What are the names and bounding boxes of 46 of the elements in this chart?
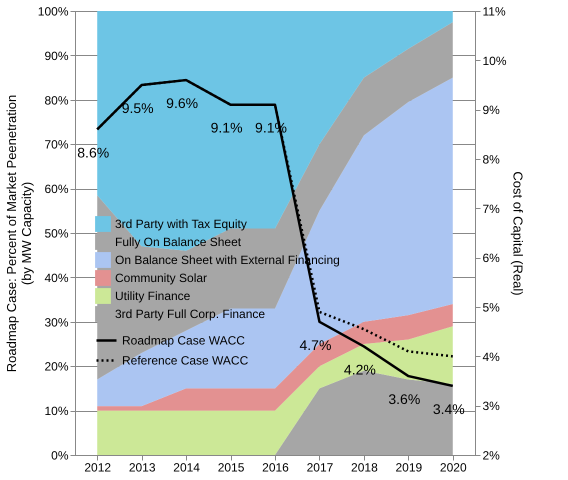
y-tick-label: 20%: [44, 360, 69, 374]
y2-tick-label: 3%: [482, 399, 500, 414]
legend-label: Community Solar: [115, 271, 208, 285]
x-tick-label: 2015: [218, 460, 245, 474]
y2-tick-label: 10%: [482, 54, 507, 68]
y2-tick-label: 11%: [482, 4, 506, 18]
x-tick-label: 2020: [440, 460, 467, 474]
x-tick-label: 2014: [173, 460, 200, 474]
y-tick-label: 30%: [44, 315, 69, 330]
x-tick-label: 2018: [351, 460, 378, 474]
data-label: 9.5%: [122, 100, 154, 116]
y-tick-label: 60%: [44, 182, 69, 196]
y2-axis-title: Cost of Capital (Real): [510, 171, 526, 296]
y-tick-label: 100%: [38, 4, 69, 18]
data-label: 4.2%: [344, 361, 376, 378]
y2-tick-label: 6%: [482, 251, 500, 266]
legend-label: Fully On Balance Sheet: [115, 235, 242, 249]
legend-label: 3rd Party Full Corp. Finance: [115, 307, 266, 321]
y2-tick-label: 8%: [482, 152, 500, 166]
data-label: 3.6%: [388, 391, 420, 408]
x-tick-label: 2019: [395, 460, 423, 474]
data-label: 3.4%: [432, 400, 465, 417]
y-tick-label: 80%: [44, 93, 69, 108]
y2-tick-label: 2%: [482, 448, 500, 462]
data-label: 9.6%: [166, 95, 198, 112]
x-tick-label: 2013: [128, 460, 156, 474]
y2-tick-label: 5%: [482, 300, 500, 314]
y-tick-label: 10%: [44, 404, 69, 418]
y-axis-title: Roadmap Case: Percent of Market Peenetration (by MW Capacity): [4, 94, 34, 372]
legend-label: 3rd Party with Tax Equity: [115, 217, 247, 231]
y2-tick-label: 9%: [482, 103, 500, 118]
legend-label: Reference Case WACC: [122, 354, 249, 368]
legend-label: Utility Finance: [115, 289, 191, 303]
x-tick-label: 2016: [262, 460, 290, 474]
x-tick-label: 2012: [84, 460, 112, 474]
data-label: 4.7%: [299, 336, 332, 353]
x-tick-label: 2017: [306, 460, 334, 474]
legend-label: Roadmap Case WACC: [122, 334, 246, 348]
data-label: 9.1%: [210, 120, 243, 136]
y2-tick-label: 4%: [482, 350, 500, 364]
y-tick-label: 90%: [44, 48, 69, 63]
y-tick-label: 70%: [44, 138, 69, 152]
y-tick-label: 50%: [44, 226, 69, 240]
y2-tick-label: 7%: [482, 202, 500, 216]
y-tick-label: 0%: [51, 448, 69, 462]
y-tick-label: 40%: [44, 270, 69, 285]
